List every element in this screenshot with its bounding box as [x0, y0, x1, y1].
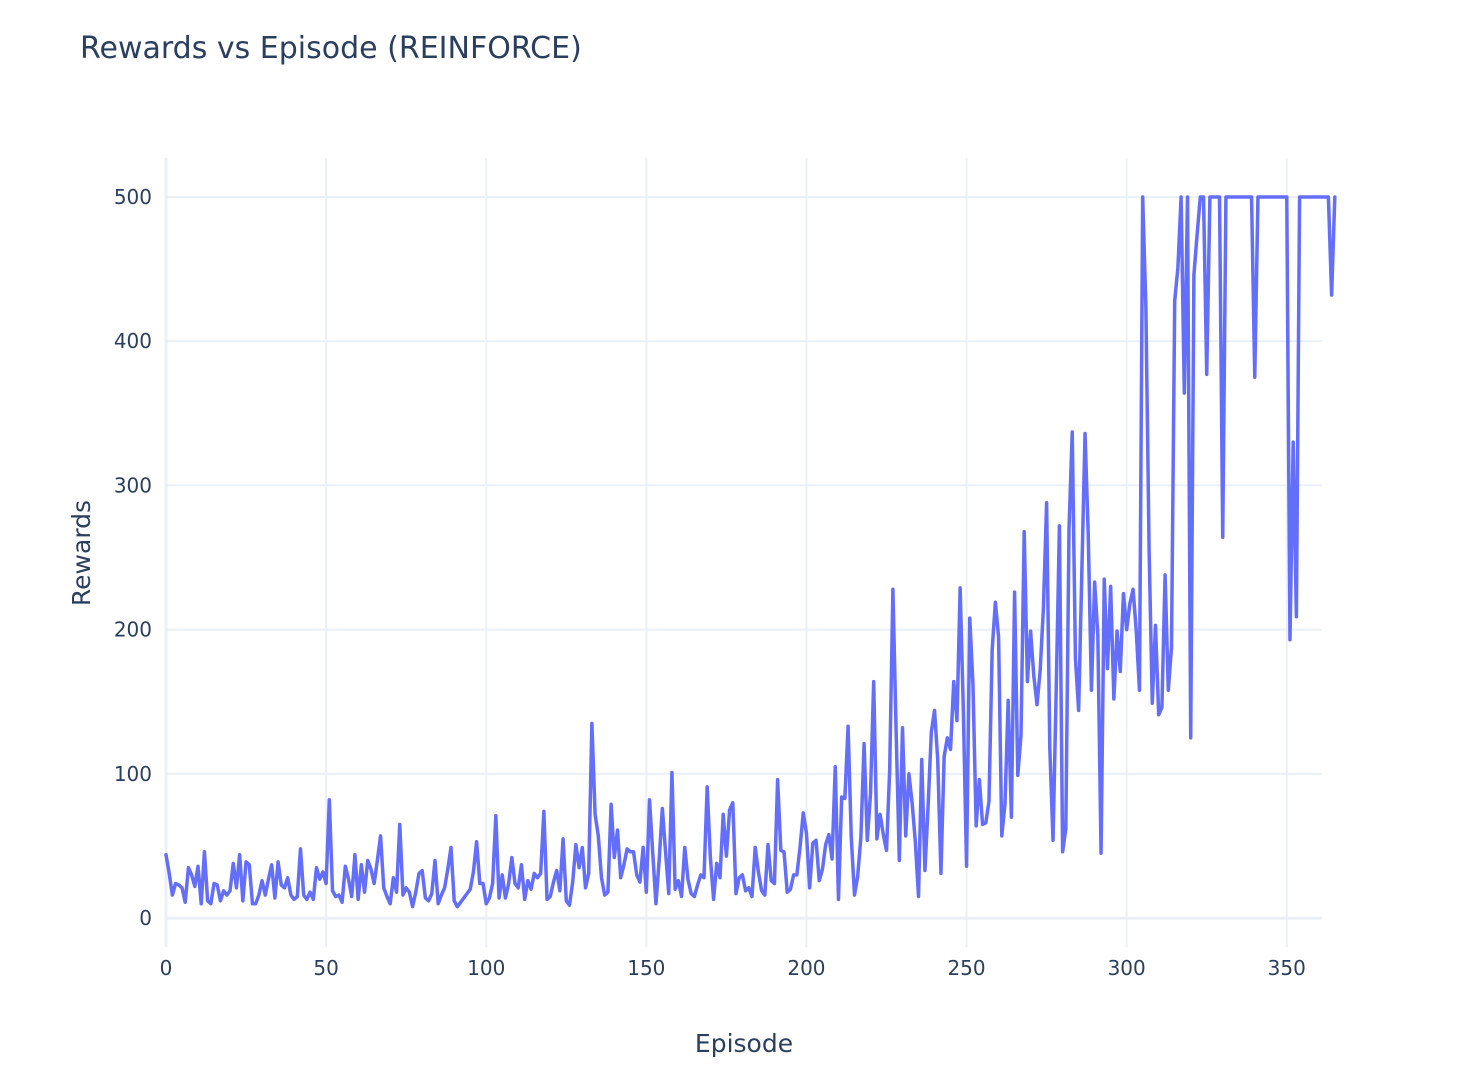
y-tick-label: 0	[139, 906, 152, 930]
y-tick-label: 300	[114, 473, 152, 497]
grid-layer	[164, 158, 1322, 947]
tick-layer: 0 50 100 150 200 250 300 350 0 100 200 300 400 500	[114, 185, 1306, 980]
x-tick-label: 50	[313, 956, 338, 980]
y-axis-title: Rewards	[67, 500, 96, 606]
x-tick-label: 100	[467, 956, 505, 980]
x-tick-label: 350	[1268, 956, 1306, 980]
y-tick-label: 400	[114, 329, 152, 353]
x-tick-label: 200	[787, 956, 825, 980]
x-tick-label: 300	[1108, 956, 1146, 980]
rewards-series-line	[164, 195, 1337, 909]
chart-title: Rewards vs Episode (REINFORCE)	[80, 31, 582, 66]
y-tick-label: 200	[114, 618, 152, 642]
series-layer	[164, 195, 1337, 909]
x-axis-title: Episode	[695, 1029, 793, 1058]
y-tick-label: 500	[114, 185, 152, 209]
x-tick-label: 250	[947, 956, 985, 980]
x-tick-label: 150	[627, 956, 665, 980]
y-tick-label: 100	[114, 762, 152, 786]
x-tick-label: 0	[160, 956, 173, 980]
